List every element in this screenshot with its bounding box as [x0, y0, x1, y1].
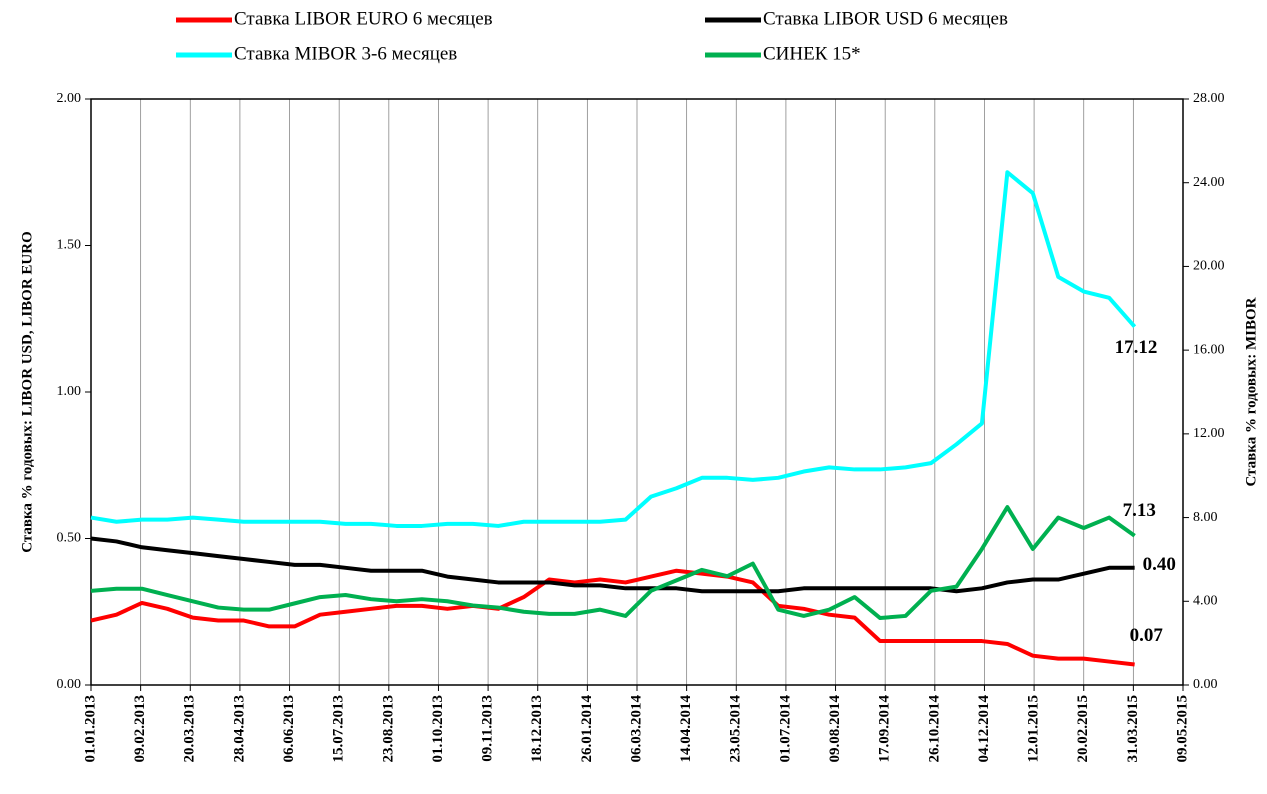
- y2-tick-label: 24.00: [1193, 175, 1225, 190]
- x-tick-label: 14.04.2014: [678, 695, 694, 763]
- x-tick-label: 09.08.2014: [827, 695, 843, 763]
- x-tick-label: 12.01.2015: [1026, 695, 1042, 763]
- x-tick-label: 20.02.2015: [1075, 695, 1091, 763]
- y2-tick-label: 0.00: [1193, 677, 1218, 692]
- x-tick-label: 15.07.2013: [331, 695, 347, 763]
- x-tick-label: 01.07.2014: [777, 695, 793, 763]
- legend-label: Ставка LIBOR EURO 6 месяцев: [234, 8, 493, 29]
- y-tick-label: 1.50: [57, 238, 82, 253]
- x-tick-label: 18.12.2013: [529, 695, 545, 763]
- plot-frame: [90, 98, 1184, 686]
- legend-label: СИНЕК 15*: [763, 43, 861, 64]
- x-tick-label: 26.10.2014: [926, 695, 942, 763]
- x-tick-label: 06.03.2014: [628, 695, 644, 763]
- x-tick-label: 06.06.2013: [281, 695, 297, 763]
- x-tick-label: 01.10.2013: [430, 695, 446, 763]
- x-tick-label: 09.02.2013: [132, 695, 148, 763]
- y-tick-label: 2.00: [57, 91, 82, 106]
- y2-tick-label: 4.00: [1193, 594, 1218, 609]
- legend-label: Ставка LIBOR USD 6 месяцев: [763, 8, 1008, 29]
- series-line: [90, 505, 1136, 621]
- x-tick-label: 23.05.2014: [728, 695, 744, 763]
- series-line: [90, 536, 1135, 594]
- y2-axis-label: Ставка % годовых: MIBOR: [1243, 297, 1259, 486]
- x-tick-label: 20.03.2013: [182, 695, 198, 763]
- series-line: [90, 170, 1137, 528]
- x-tick-label: 01.01.2013: [82, 695, 98, 763]
- x-tick-label: 31.03.2015: [1125, 695, 1141, 763]
- y2-tick-label: 16.00: [1193, 342, 1225, 357]
- series-line: [90, 568, 1135, 667]
- y-axis-label: Ставка % годовых: LIBOR USD, LIBOR EURO: [19, 231, 35, 553]
- data-label: 7.13: [1123, 500, 1156, 521]
- x-tick-label: 23.08.2013: [380, 695, 396, 763]
- x-tick-label: 17.09.2014: [877, 695, 893, 763]
- y-tick-label: 0.50: [57, 531, 82, 546]
- x-tick-label: 09.11.2013: [480, 695, 496, 762]
- x-tick-label: 04.12.2014: [976, 695, 992, 763]
- x-tick-label: 09.05.2015: [1174, 695, 1190, 763]
- data-label: 0.40: [1143, 554, 1176, 575]
- x-tick-label: 26.01.2014: [579, 695, 595, 763]
- y2-tick-label: 8.00: [1193, 510, 1218, 525]
- data-label: 17.12: [1115, 337, 1158, 358]
- data-label: 0.07: [1130, 625, 1164, 646]
- y2-tick-label: 12.00: [1193, 426, 1225, 441]
- y2-tick-label: 20.00: [1193, 259, 1225, 274]
- x-tick-label: 28.04.2013: [231, 695, 247, 763]
- legend-label: Ставка MIBOR 3-6 месяцев: [234, 43, 457, 64]
- y-tick-label: 0.00: [57, 677, 82, 692]
- y-tick-label: 1.00: [57, 384, 82, 399]
- y2-tick-label: 28.00: [1193, 91, 1225, 106]
